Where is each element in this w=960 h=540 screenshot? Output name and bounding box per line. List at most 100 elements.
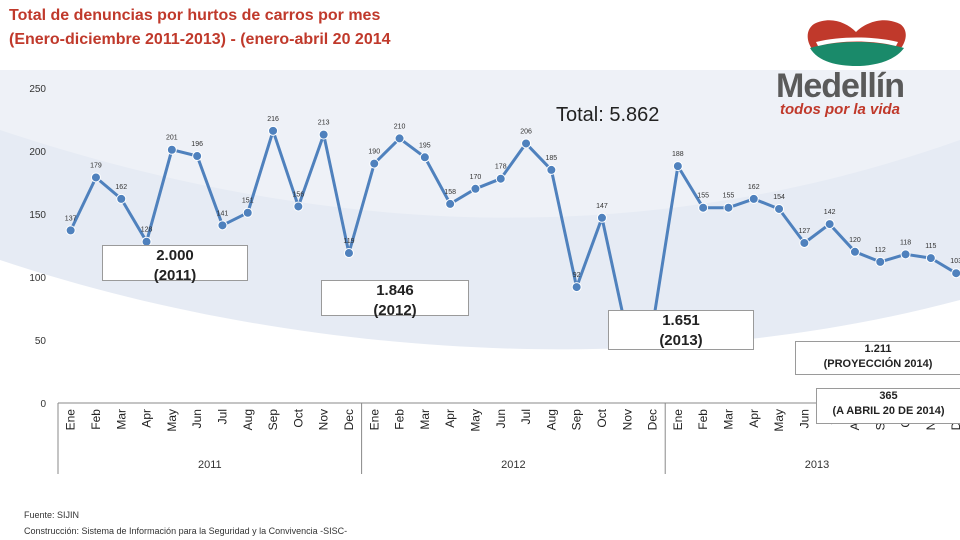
data-point (546, 164, 557, 175)
footer: Fuente: SIJIN Construcción: Sistema de I… (24, 507, 347, 539)
annotation-2014-to-date-label: (A ABRIL 20 DE 2014) (832, 405, 945, 417)
annotation-2012: 1.846 (2012) (321, 280, 469, 319)
x-tick-label: Nov (317, 409, 331, 430)
data-label: 141 (217, 210, 229, 217)
y-tick-label: 150 (29, 210, 46, 221)
data-label: 158 (444, 189, 456, 196)
data-point (116, 193, 127, 204)
x-tick-label: Jul (519, 409, 533, 424)
data-label: 155 (697, 193, 709, 200)
data-point (951, 268, 960, 279)
series-line (69, 129, 960, 337)
annotation-2012-value: 1.846 (376, 282, 414, 299)
y-tick-label: 50 (35, 336, 47, 347)
data-label: 128 (141, 227, 153, 234)
x-tick-label: Mar (114, 409, 128, 430)
y-tick-label: 200 (29, 147, 46, 158)
x-tick-label: Apr (747, 409, 761, 428)
data-point (571, 282, 582, 293)
data-label: 154 (773, 194, 785, 201)
data-point (419, 152, 430, 163)
x-tick-label: Ene (64, 409, 78, 431)
data-label: 185 (546, 155, 558, 162)
data-label: 162 (115, 184, 127, 191)
annotation-2014-projection-value: 1.211 (864, 343, 892, 355)
data-label: 179 (90, 162, 102, 169)
data-point (470, 183, 481, 194)
data-point (242, 207, 253, 218)
data-point (293, 201, 304, 212)
data-label: 195 (419, 142, 431, 149)
data-label: 137 (65, 215, 77, 222)
data-point (217, 220, 228, 231)
data-label: 147 (596, 203, 608, 210)
data-point (343, 248, 354, 259)
data-label: 92 (573, 272, 581, 279)
data-label: 213 (318, 120, 330, 127)
data-point (849, 246, 860, 257)
title-line-2: (Enero-diciembre 2011-2013) - (enero-abr… (9, 31, 391, 48)
medellin-logo: Medellín todos por la vida (776, 18, 936, 118)
data-point (65, 225, 76, 236)
data-point (90, 172, 101, 183)
data-point (192, 151, 203, 162)
data-point (672, 161, 683, 172)
year-label: 2013 (805, 459, 829, 471)
annotation-2013: 1.651 (2013) (608, 310, 754, 350)
data-point (774, 203, 785, 214)
data-point (748, 193, 759, 204)
x-tick-label: Oct (291, 408, 305, 427)
data-point (318, 129, 329, 140)
data-point (495, 173, 506, 184)
annotation-2011: 2.000 (2011) (102, 245, 248, 284)
data-label: 119 (343, 238, 354, 245)
data-point (369, 158, 380, 169)
annotation-2011-value: 2.000 (156, 247, 194, 264)
data-label: 151 (242, 198, 254, 205)
data-point (166, 144, 177, 155)
y-tick-label: 250 (29, 84, 46, 95)
heart-icon (807, 20, 906, 66)
data-label: 120 (849, 237, 861, 244)
x-tick-label: Dec (646, 409, 660, 430)
x-tick-label: Jun (797, 409, 811, 428)
year-label: 2012 (501, 459, 525, 471)
x-tick-label: Feb (89, 409, 103, 430)
annotation-2014-to-date: 365 (A ABRIL 20 DE 2014) (816, 388, 960, 424)
chart-title: Total de denuncias por hurtos de carros … (9, 4, 769, 52)
x-tick-label: Dec (342, 409, 356, 430)
data-point (925, 253, 936, 264)
y-tick-label: 100 (29, 273, 46, 284)
data-label: 103 (950, 258, 960, 265)
footer-source: Fuente: SIJIN (24, 510, 80, 520)
data-label: 112 (875, 247, 886, 254)
data-label: 188 (672, 151, 684, 158)
x-tick-label: Oct (595, 408, 609, 427)
data-label: 196 (191, 141, 203, 148)
x-tick-label: Aug (241, 409, 255, 430)
data-point (596, 212, 607, 223)
x-tick-label: May (165, 409, 179, 432)
data-point (875, 256, 886, 267)
data-point (445, 198, 456, 209)
x-tick-label: May (468, 409, 482, 432)
data-label: 155 (723, 193, 735, 200)
y-tick-label: 0 (40, 399, 46, 410)
data-label: 142 (824, 209, 836, 216)
data-label: 162 (748, 184, 760, 191)
data-point (824, 219, 835, 230)
footer-construction: Construcción: Sistema de Información par… (24, 526, 348, 536)
annotation-2012-label: (2012) (373, 302, 417, 319)
x-tick-label: Feb (696, 409, 710, 430)
x-tick-label: Sep (570, 409, 584, 431)
total-label: Total: 5.862 (556, 104, 660, 126)
x-tick-label: Feb (393, 409, 407, 430)
x-tick-label: Jul (215, 409, 229, 424)
year-label: 2011 (198, 459, 222, 471)
x-tick-label: Apr (443, 409, 457, 428)
data-point (521, 138, 532, 149)
data-point (900, 249, 911, 260)
title-line-1: Total de denuncias por hurtos de carros … (9, 7, 381, 24)
x-tick-label: Mar (721, 409, 735, 430)
